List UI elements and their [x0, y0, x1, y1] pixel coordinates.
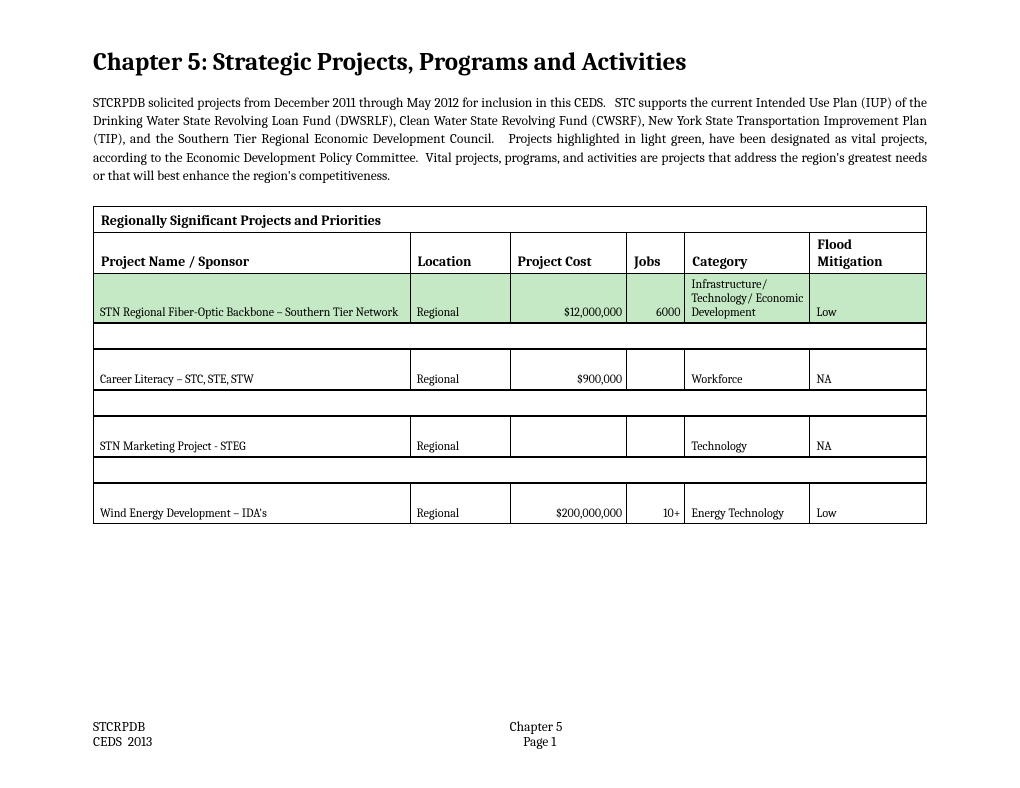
intro-paragraph: STCRPDB solicited projects from December… — [93, 95, 927, 186]
cell-cost: $12,000,000 — [510, 274, 627, 324]
footer-chapter: Chapter 5 — [145, 720, 927, 735]
footer-org: STCRPDB — [93, 720, 145, 735]
cell-location: Regional — [410, 274, 510, 324]
cell-name: STN Regional Fiber-Optic Backbone – Sout… — [94, 274, 411, 324]
cell-category: Energy Technology — [685, 483, 810, 524]
cell-flood: NA — [810, 416, 927, 457]
table-spacer — [94, 390, 927, 416]
cell-cost: $900,000 — [510, 349, 627, 390]
cell-name: Career Literacy – STC, STE, STW — [94, 349, 411, 390]
cell-name: STN Marketing Project - STEG — [94, 416, 411, 457]
table-row: Wind Energy Development – IDA's Regional… — [94, 483, 927, 524]
col-location: Location — [410, 233, 510, 274]
cell-cost: $200,000,000 — [510, 483, 627, 524]
cell-location: Regional — [410, 483, 510, 524]
cell-flood: Low — [810, 483, 927, 524]
cell-location: Regional — [410, 416, 510, 457]
cell-cost — [510, 416, 627, 457]
cell-jobs — [627, 416, 685, 457]
cell-category: Workforce — [685, 349, 810, 390]
table-row: Career Literacy – STC, STE, STW Regional… — [94, 349, 927, 390]
col-name: Project Name / Sponsor — [94, 233, 411, 274]
table-row: STN Regional Fiber-Optic Backbone – Sout… — [94, 274, 927, 324]
footer-page: Page 1 — [152, 735, 927, 750]
table-spacer — [94, 323, 927, 349]
col-category: Category — [685, 233, 810, 274]
section-header-cell: Regionally Significant Projects and Prio… — [94, 207, 927, 233]
cell-flood: NA — [810, 349, 927, 390]
chapter-title: Chapter 5: Strategic Projects, Programs … — [93, 48, 927, 77]
footer-doc: CEDS 2013 — [93, 735, 152, 750]
col-flood: Flood Mitigation — [810, 233, 927, 274]
table-row: STN Marketing Project - STEG Regional Te… — [94, 416, 927, 457]
projects-table: Regionally Significant Projects and Prio… — [93, 206, 927, 524]
table-section-header: Regionally Significant Projects and Prio… — [94, 207, 927, 233]
col-jobs: Jobs — [627, 233, 685, 274]
table-spacer — [94, 457, 927, 483]
cell-jobs — [627, 349, 685, 390]
cell-location: Regional — [410, 349, 510, 390]
table-column-header: Project Name / Sponsor Location Project … — [94, 233, 927, 274]
col-cost: Project Cost — [510, 233, 627, 274]
cell-jobs: 6000 — [627, 274, 685, 324]
cell-flood: Low — [810, 274, 927, 324]
page-footer: STCRPDB Chapter 5 CEDS 2013 Page 1 — [93, 720, 927, 750]
cell-category: Technology — [685, 416, 810, 457]
cell-name: Wind Energy Development – IDA's — [94, 483, 411, 524]
cell-jobs: 10+ — [627, 483, 685, 524]
cell-category: Infrastructure/ Technology/ Economic Dev… — [685, 274, 810, 324]
